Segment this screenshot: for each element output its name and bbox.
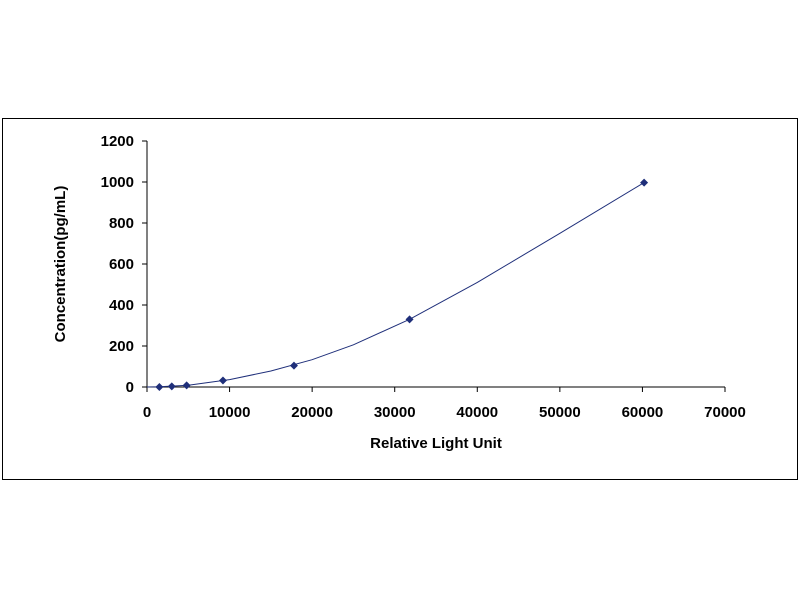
data-point <box>182 381 191 390</box>
y-tick-label: 400 <box>109 297 134 314</box>
concentration-chart: 0 200 400 600 800 1000 1200 0 10000 20000 30000 400… <box>52 133 746 452</box>
x-tick-label: 30000 <box>374 404 416 421</box>
y-tick-label: 600 <box>109 256 134 273</box>
data-point <box>218 376 227 385</box>
chart-frame: 0 200 400 600 800 1000 1200 0 10000 20000 30000 400… <box>2 118 798 480</box>
x-axis-title: Relative Light Unit <box>370 435 502 452</box>
data-point <box>640 178 649 187</box>
x-tick-label: 40000 <box>456 404 498 421</box>
data-point <box>289 361 298 370</box>
x-tick-label: 50000 <box>539 404 581 421</box>
x-tick-label: 10000 <box>209 404 251 421</box>
y-tick-label: 200 <box>109 338 134 355</box>
fit-curve-line <box>146 182 645 388</box>
y-tick-label: 0 <box>126 379 134 396</box>
y-tick-label: 1200 <box>101 133 134 150</box>
y-tick-label: 1000 <box>101 174 134 191</box>
y-axis-title: Concentration(pg/mL) <box>52 186 69 343</box>
x-tick-label: 60000 <box>622 404 664 421</box>
x-tick-label: 20000 <box>291 404 333 421</box>
data-point <box>405 315 414 324</box>
x-tick-label: 70000 <box>704 404 746 421</box>
y-tick-label: 800 <box>109 215 134 232</box>
axes <box>142 140 726 392</box>
tick-labels-layer: 0 200 400 600 800 1000 1200 0 10000 20000 30000 400… <box>101 133 746 421</box>
data-point <box>167 382 176 391</box>
data-points-layer <box>155 178 649 391</box>
x-tick-label: 0 <box>143 404 151 421</box>
fit-curve-layer <box>146 182 645 388</box>
data-point <box>155 383 164 391</box>
